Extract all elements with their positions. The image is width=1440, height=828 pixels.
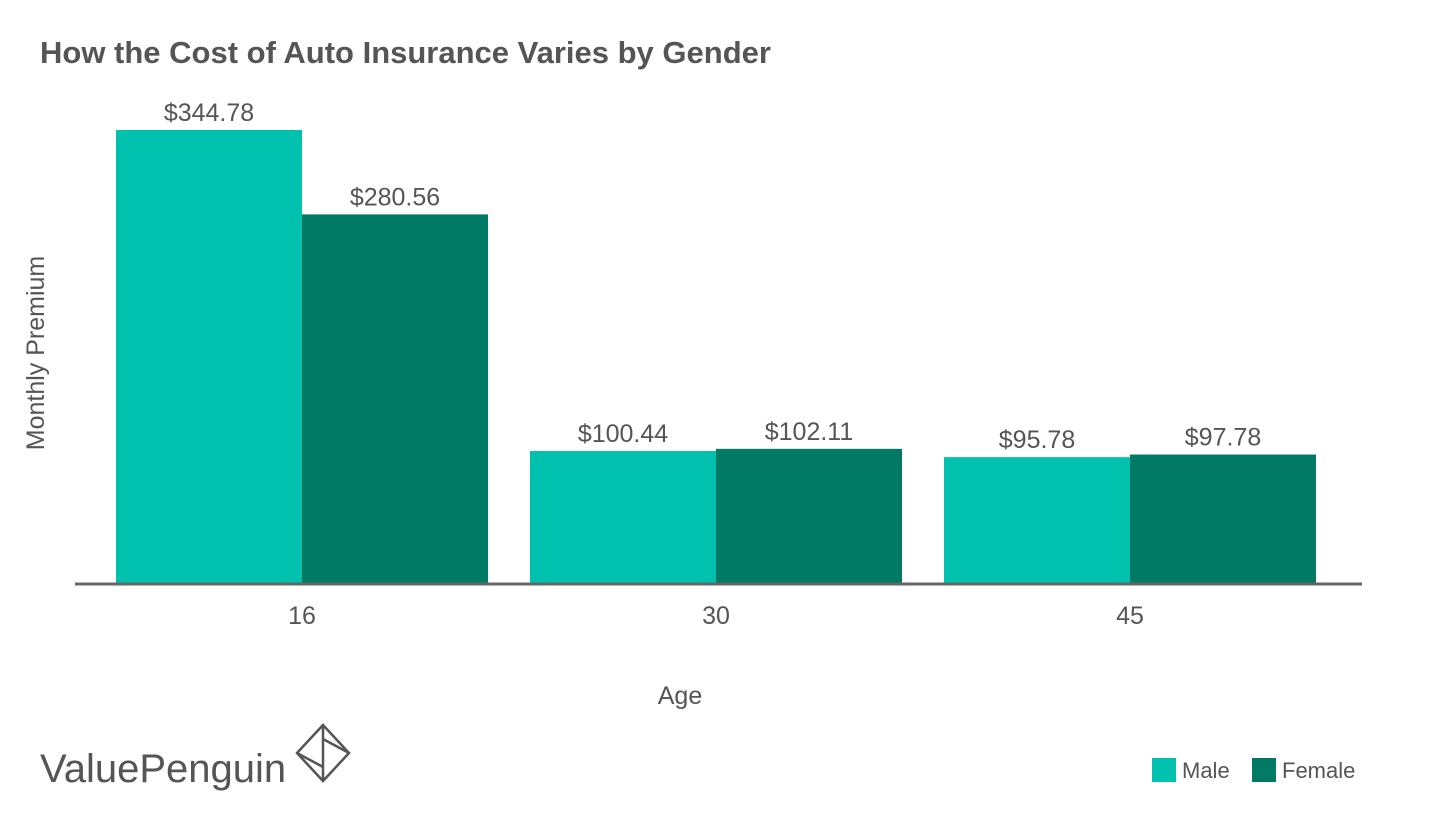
x-tick-label-30: 30 <box>702 602 730 630</box>
x-tick-label-16: 16 <box>288 602 316 630</box>
data-label-female-16: $280.56 <box>350 183 440 211</box>
data-label-male-45: $95.78 <box>999 426 1075 454</box>
brand-name: ValuePenguin <box>40 747 286 791</box>
legend-label-female: Female <box>1282 758 1355 783</box>
legend-label-male: Male <box>1182 758 1230 783</box>
bar-female-16 <box>302 214 488 584</box>
chart-title: How the Cost of Auto Insurance Varies by… <box>40 35 771 70</box>
y-axis-label: Monthly Premium <box>22 256 50 451</box>
data-label-male-16: $344.78 <box>164 99 254 127</box>
x-tick-label-45: 45 <box>1116 602 1144 630</box>
bar-female-45 <box>1130 454 1316 583</box>
data-label-male-30: $100.44 <box>578 420 668 448</box>
bar-female-30 <box>716 448 902 583</box>
bars-group <box>116 130 1316 584</box>
data-label-female-45: $97.78 <box>1185 424 1261 452</box>
legend-swatch-female <box>1252 758 1276 782</box>
data-label-female-30: $102.11 <box>765 418 854 446</box>
bar-male-45 <box>944 457 1130 583</box>
legend-swatch-male <box>1152 758 1176 782</box>
x-axis-label: Age <box>658 682 702 710</box>
legend: Male Female <box>1152 758 1355 783</box>
bar-male-16 <box>116 130 302 583</box>
x-tick-labels-group: 16 30 45 <box>288 602 1144 630</box>
valuepenguin-logo-icon <box>295 723 351 783</box>
data-labels-group: $344.78 $280.56 $100.44 $102.11 $95.78 $97.78 <box>164 99 1261 454</box>
brand-logo: ValuePenguin <box>40 723 351 791</box>
bar-male-30 <box>530 451 716 583</box>
